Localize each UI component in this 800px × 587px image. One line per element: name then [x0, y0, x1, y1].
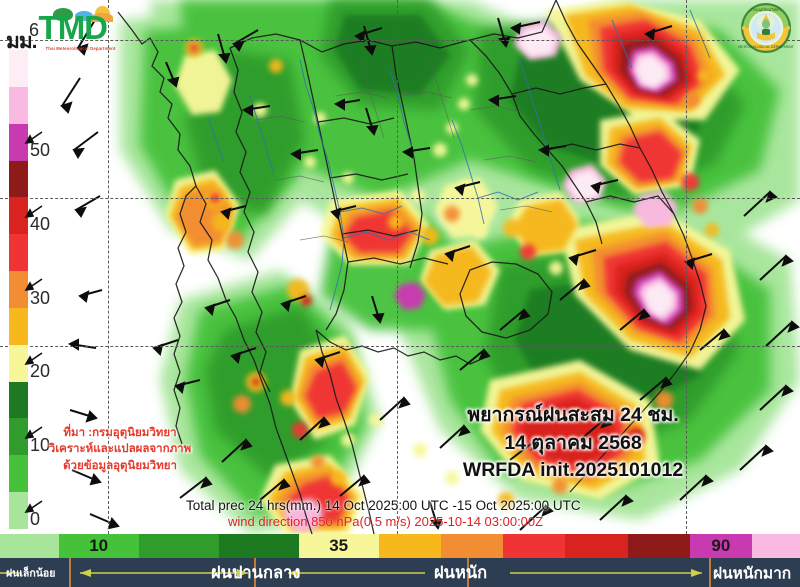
colorbar-cell [9, 197, 28, 235]
rain-category-label: ฝนเล็กน้อย [6, 567, 56, 579]
horizontal-colorbar-label: 35 [329, 536, 349, 555]
logo-cloud-icon [74, 11, 93, 21]
colorbar-pointer-icon [22, 205, 44, 219]
logo-tmd-letters: TMD [38, 9, 108, 46]
horizontal-colorbar-cell [627, 534, 690, 558]
source-line-3: ด้วยข้อมูลอุตุนิยมวิทยา [63, 459, 177, 472]
horizontal-colorbar-cell [565, 534, 628, 558]
colorbar-tick-label: 0 [30, 508, 41, 529]
colorbar-pointer-icon [22, 131, 44, 145]
wind-direction-caption: wind direction 850 hPa(0.5 m/s) 2025-10-… [228, 514, 544, 529]
horizontal-colorbar-cell [440, 534, 504, 558]
colorbar-tick-label: 40 [30, 213, 51, 234]
horizontal-colorbar-cell [751, 534, 800, 558]
colorbar-unit-label: 6 [29, 20, 40, 40]
source-line-2: วิเคราะห์และแปลผลจากภาพ [48, 443, 192, 456]
colorbar-tick-label: 10 [30, 435, 51, 456]
forecast-title-line-1: พยากรณ์ฝนสะสม 24 ชม. [467, 404, 679, 426]
forecast-title-line-2: 14 ตุลาคม 2568 [504, 431, 642, 454]
horizontal-colorbar-label: 10 [89, 536, 109, 555]
category-divider [709, 558, 711, 587]
forecast-title-line-3: WRFDA init.2025101012 [462, 459, 684, 482]
horizontal-colorbar-label: 90 [711, 536, 731, 555]
seal-top-label: กรมอุตุนิยมวิทยา [751, 7, 780, 13]
precipitation-map[interactable]: 50 40 30 20 10 0 6 มม. TMD Thai Meteorologica… [0, 0, 800, 534]
colorbar-cell [9, 160, 28, 198]
seal-bottom-label: METEOROLOGICAL DEPARTMENT [738, 45, 794, 49]
rain-category-label: ฝนหนักมาก [713, 565, 792, 582]
colorbar-cell [9, 344, 28, 382]
category-divider [467, 558, 469, 587]
horizontal-colorbar-cell: 35 [298, 534, 379, 558]
total-precip-caption: Total prec 24 hrs(mm.) 14 Oct 2025:00 UT… [186, 498, 581, 513]
colorbar-cell [9, 271, 28, 308]
logo-tmd-wordmark: TMD Thai Meteorological Department [39, 6, 127, 52]
colorbar-cell [9, 234, 28, 272]
vertical-colorbar [9, 50, 28, 529]
rain-category-label: ฝนหนัก [434, 563, 488, 582]
precipitation-field [60, 0, 800, 534]
colorbar-tick-label: 30 [30, 287, 51, 308]
colorbar-tick-label: 20 [30, 361, 51, 382]
colorbar-pointer-icon [22, 352, 44, 366]
colorbar-pointer-icon [22, 426, 44, 440]
colorbar-pointer-icon [22, 499, 44, 514]
colorbar-cell [9, 455, 28, 493]
colorbar-cell [9, 492, 28, 529]
logo-mountain-icon [90, 13, 113, 22]
horizontal-colorbar-cell [138, 534, 219, 558]
horizontal-colorbar: 10 35 90 [0, 534, 800, 558]
logo-tree-icon [52, 8, 73, 21]
colorbar-cell [9, 307, 28, 345]
logo-department-subtitle: Thai Meteorological Department [45, 46, 116, 51]
colorbar-cell [9, 418, 28, 456]
colorbar-cell [9, 123, 28, 161]
logo-mm-text: มม. [6, 30, 38, 53]
horizontal-colorbar-cell [503, 534, 566, 558]
horizontal-colorbar-cell: 90 [689, 534, 752, 558]
source-line-1: ที่มา :กรมอุตุนิยมวิทยา [63, 427, 177, 439]
category-divider [254, 558, 256, 587]
category-divider [69, 558, 71, 587]
colorbar-cell [9, 50, 28, 87]
colorbar-cell [9, 381, 28, 419]
horizontal-colorbar-cell [378, 534, 441, 558]
source-attribution: ที่มา :กรมอุตุนิยมวิทยา วิเคราะห์และแปลผ… [30, 425, 210, 474]
colorbar-tick-label: 50 [30, 140, 51, 161]
colorbar-cell [9, 86, 28, 124]
rain-category-legend: ฝนเล็กน้อย ฝนปานกลาง ฝนหนัก ฝนหนักมาก [0, 558, 800, 587]
horizontal-colorbar-cell: 10 [58, 534, 139, 558]
colorbar-pointer-icon [22, 278, 44, 292]
tmd-logo: มม. TMD Thai Meteorological Department [6, 4, 128, 52]
forecast-title: พยากรณ์ฝนสะสม 24 ชม. 14 ตุลาคม 2568 WRFD… [408, 402, 738, 485]
rain-category-label: ฝนปานกลาง [211, 563, 301, 582]
horizontal-colorbar-cell [218, 534, 299, 558]
tmd-official-seal: กรมอุตุนิยมวิทยา METEOROLOGICAL DEPARTME… [738, 2, 795, 54]
horizontal-colorbar-cell [0, 534, 59, 558]
